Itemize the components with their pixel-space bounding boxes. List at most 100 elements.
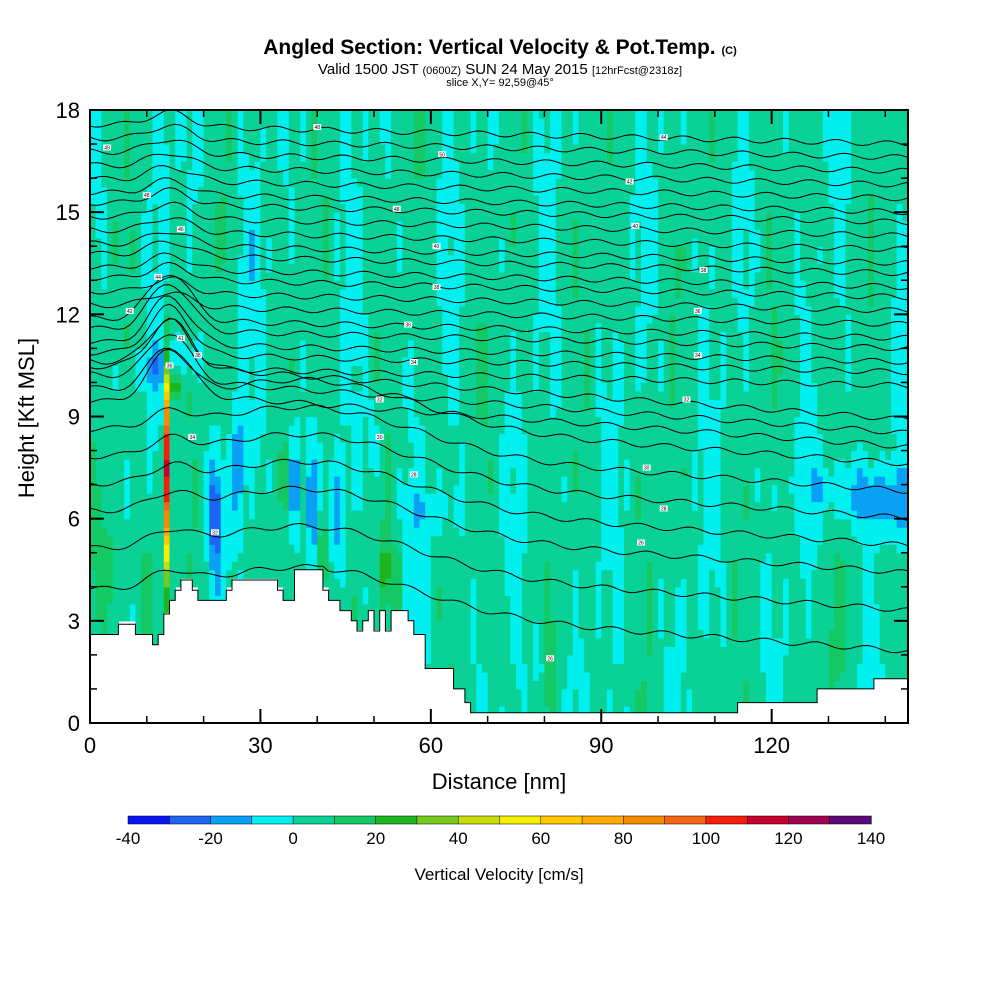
velocity-cell: [288, 408, 296, 418]
velocity-cell: [266, 152, 273, 162]
velocity-cell: [124, 612, 131, 622]
velocity-cell: [379, 476, 386, 486]
velocity-cell: [533, 603, 540, 613]
velocity-cell: [158, 408, 165, 418]
velocity-cell: [464, 186, 472, 196]
velocity-cell: [237, 186, 244, 196]
velocity-cell: [135, 399, 142, 409]
velocity-cell: [124, 161, 131, 171]
velocity-cell: [493, 254, 500, 264]
velocity-cell: [294, 476, 301, 486]
velocity-cell: [533, 348, 540, 358]
velocity-cell: [436, 186, 443, 196]
velocity-cell: [288, 271, 296, 281]
velocity-cell: [112, 450, 119, 460]
velocity-cell: [459, 603, 466, 613]
velocity-cell: [300, 135, 307, 145]
velocity-cell: [453, 586, 460, 596]
velocity-cell: [374, 425, 381, 435]
velocity-cell: [294, 203, 301, 213]
velocity-cell: [112, 518, 119, 528]
velocity-cell: [288, 527, 296, 537]
velocity-cell: [328, 561, 335, 571]
velocity-cell: [180, 510, 188, 520]
velocity-cell: [544, 569, 551, 579]
velocity-cell: [453, 305, 460, 315]
velocity-cell: [345, 178, 352, 188]
velocity-cell: [351, 212, 358, 222]
velocity-cell: [169, 569, 176, 579]
velocity-cell: [163, 246, 171, 256]
velocity-cell: [192, 178, 199, 188]
velocity-cell: [118, 561, 125, 571]
velocity-cell: [169, 220, 176, 230]
velocity-cell: [317, 161, 324, 171]
velocity-cell: [345, 373, 352, 383]
velocity-cell: [533, 706, 540, 716]
velocity-cell: [533, 152, 540, 162]
velocity-cell: [527, 595, 534, 605]
velocity-cell: [107, 484, 114, 494]
velocity-cell: [482, 552, 489, 562]
velocity-cell: [538, 646, 546, 656]
velocity-cell: [374, 161, 381, 171]
velocity-cell: [163, 314, 171, 324]
velocity-cell: [101, 518, 108, 528]
velocity-cell: [544, 220, 551, 230]
velocity-cell: [237, 297, 244, 307]
velocity-cell: [430, 237, 438, 247]
velocity-cell: [95, 569, 102, 579]
velocity-cell: [521, 203, 528, 213]
velocity-cell: [345, 348, 352, 358]
velocity-cell: [476, 416, 483, 426]
velocity-cell: [317, 186, 324, 196]
velocity-cell: [237, 467, 244, 477]
velocity-cell: [271, 118, 279, 128]
velocity-cell: [158, 620, 165, 630]
velocity-cell: [493, 195, 500, 205]
velocity-cell: [146, 433, 154, 443]
velocity-cell: [470, 186, 477, 196]
velocity-cell: [215, 110, 222, 120]
velocity-cell: [135, 254, 142, 264]
velocity-cell: [499, 339, 506, 349]
velocity-cell: [243, 484, 250, 494]
velocity-cell: [101, 263, 108, 273]
velocity-cell: [339, 203, 347, 213]
velocity-cell: [391, 382, 398, 392]
velocity-cell: [476, 339, 483, 349]
velocity-cell: [430, 459, 438, 469]
velocity-cell: [339, 459, 347, 469]
velocity-cell: [533, 663, 540, 673]
velocity-cell: [374, 493, 381, 503]
velocity-cell: [232, 212, 239, 222]
velocity-cell: [203, 254, 210, 264]
velocity-cell: [192, 552, 199, 562]
velocity-cell: [368, 416, 375, 426]
velocity-cell: [459, 680, 466, 690]
velocity-cell: [260, 246, 267, 256]
velocity-cell: [464, 671, 472, 681]
velocity-cell: [351, 348, 358, 358]
velocity-cell: [209, 271, 216, 281]
velocity-cell: [470, 408, 477, 418]
velocity-cell: [141, 110, 148, 120]
velocity-cell: [470, 561, 477, 571]
velocity-cell: [328, 459, 335, 469]
velocity-cell: [328, 552, 335, 562]
velocity-cell: [470, 569, 477, 579]
velocity-cell: [209, 586, 216, 596]
velocity-cell: [118, 552, 125, 562]
velocity-cell: [391, 144, 398, 154]
velocity-cell: [487, 110, 494, 120]
velocity-cell: [260, 501, 267, 511]
velocity-cell: [351, 263, 358, 273]
velocity-cell: [95, 178, 102, 188]
velocity-cell: [322, 569, 330, 579]
velocity-cell: [470, 331, 477, 341]
velocity-cell: [476, 620, 483, 630]
velocity-cell: [243, 416, 250, 426]
velocity-cell: [283, 144, 290, 154]
velocity-cell: [283, 459, 290, 469]
velocity-cell: [311, 195, 318, 205]
